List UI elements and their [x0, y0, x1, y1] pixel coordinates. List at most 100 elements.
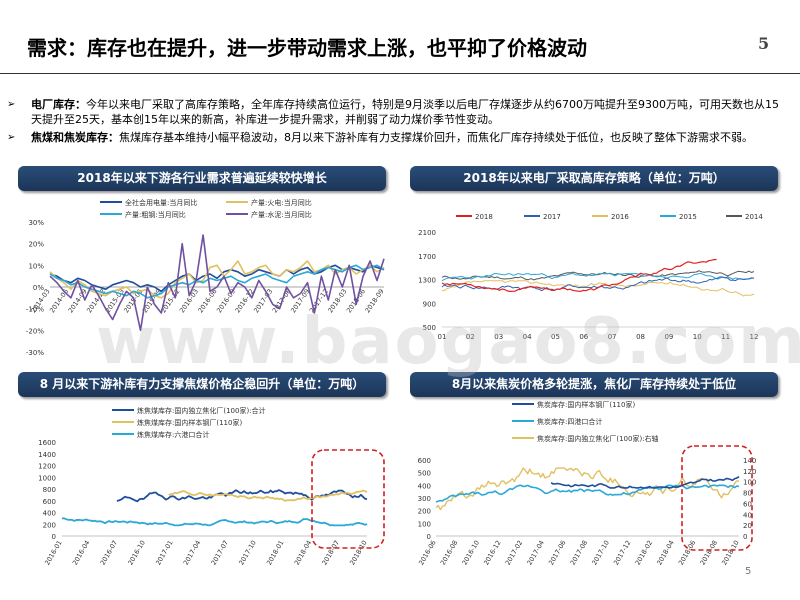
- x-tick-label: 2016-07: [99, 539, 120, 567]
- x-tick-label: 09: [664, 333, 673, 341]
- series-line-2018: [441, 258, 717, 293]
- y-tick-label: 200: [43, 521, 56, 529]
- x-tick-label: 2016-10: [461, 539, 482, 567]
- y-tick-label: 800: [43, 486, 56, 494]
- series-line-ports: [61, 517, 368, 527]
- chart-downstream-demand: 30%20%10%0%-10%-20%-30%2014-032014-06201…: [26, 198, 386, 357]
- x-tick-label: 2017-02: [504, 539, 525, 567]
- y-right-tick-label: 120: [743, 468, 756, 476]
- legend-item-4: 产量:水泥:当月同比: [251, 210, 312, 219]
- x-tick-label: 08: [636, 333, 645, 341]
- x-tick-label: 03: [494, 333, 503, 341]
- series-line-2014: [441, 270, 755, 281]
- y-tick-label: 1000: [38, 474, 56, 482]
- y-tick-label: 1300: [418, 277, 436, 285]
- series-line-4: [49, 234, 385, 332]
- x-tick-label: 2018-02: [634, 539, 655, 567]
- x-tick-label: 2016-01: [43, 539, 64, 567]
- y-tick-label: 200: [418, 508, 431, 516]
- x-tick-label: 2017-12: [612, 539, 633, 567]
- x-tick-label: 2016-08: [439, 539, 460, 567]
- y-right-tick-label: 100: [743, 479, 756, 487]
- legend-item-5: 2014: [745, 213, 763, 221]
- arrow-bullet-icon: ➢: [7, 132, 16, 143]
- legend-item-1: 全社会用电量:当月同比: [125, 198, 197, 207]
- x-tick-label: 2018-10: [720, 539, 741, 567]
- series-line-coking-plants-right-axis: [435, 467, 740, 511]
- legend-item-4: 2015: [679, 213, 697, 221]
- y-tick-label: -10%: [26, 306, 44, 314]
- x-tick-label: 2017-06: [547, 539, 568, 567]
- arrow-bullet-icon: ➢: [7, 99, 16, 110]
- y-right-tick-label: 0: [743, 533, 747, 541]
- x-tick-label: 2016-10: [126, 539, 147, 567]
- x-tick-label: 2017-07: [210, 539, 231, 567]
- x-tick-label: 2017-01: [154, 539, 175, 567]
- title-divider: [0, 73, 800, 74]
- panel-title-3: 8 月以来下游补库有力支撑焦煤价格企稳回升（单位：万吨）: [18, 372, 386, 397]
- legend-item-2: 产量:火电:当月同比: [251, 198, 312, 207]
- series-line-steel-mills: [168, 489, 368, 502]
- highlight-box: [681, 445, 753, 551]
- legend-item-1: 焦炭库存:国内样本钢厂(110家): [537, 400, 635, 409]
- x-tick-label: 2016-04: [71, 539, 92, 567]
- series-line-coking-plants: [116, 489, 368, 503]
- y-tick-label: 500: [418, 470, 431, 478]
- series-line-2: [49, 260, 385, 299]
- panel-title-4: 8月以来焦炭价格多轮提涨，焦化厂库存持续处于低位: [410, 372, 778, 397]
- bullet-heading: 电厂库存：: [31, 98, 86, 111]
- legend-item-2: 焦炭库存:四港口合计: [537, 417, 602, 426]
- x-tick-label: 2016-12: [482, 539, 503, 567]
- x-tick-label: 04: [523, 333, 532, 341]
- y-tick-label: 0: [52, 533, 56, 541]
- y-right-tick-label: 40: [743, 511, 752, 519]
- bullet-text: 今年以来电厂采取了高库存策略，全年库存持续高位运行，特别是9月淡季以后电厂存煤逐…: [31, 98, 779, 126]
- y-tick-label: 1700: [418, 253, 436, 261]
- y-tick-label: 900: [423, 300, 436, 308]
- bullet-heading: 焦煤和焦炭库存：: [31, 131, 119, 144]
- legend-item-3: 2016: [611, 213, 629, 221]
- x-tick-label: 2018-04: [655, 539, 676, 567]
- x-tick-label: 12: [750, 333, 759, 341]
- series-line-3: [49, 264, 385, 299]
- panel-title-2: 2018年以来电厂采取高库存策略（单位：万吨）: [410, 166, 778, 191]
- x-tick-label: 11: [721, 333, 730, 341]
- legend-item-3: 炼焦煤库存:六港口合计: [137, 430, 209, 439]
- highlight-box: [311, 449, 385, 549]
- y-right-tick-label: 140: [743, 457, 756, 465]
- bullet-text: 焦煤库存基本维持小幅平稳波动，8月以来下游补库有力支撑煤价回升，而焦化厂库存持续…: [119, 131, 753, 144]
- x-tick-label: 2018-08: [699, 539, 720, 567]
- legend-item-2: 炼焦煤库存:国内样本钢厂(110家): [137, 418, 242, 427]
- page-title: 需求：库存也在提升，进一步带动需求上涨，也平抑了价格波动: [27, 36, 587, 60]
- series-line-steel-mills: [550, 476, 740, 489]
- y-tick-label: 20%: [28, 241, 44, 249]
- y-tick-label: 2100: [418, 229, 436, 237]
- x-tick-label: 2017-10: [590, 539, 611, 567]
- y-tick-label: 1600: [38, 439, 56, 447]
- y-right-tick-label: 20: [743, 522, 752, 530]
- y-tick-label: 1400: [38, 451, 56, 459]
- bottom-page-number: 5: [745, 566, 752, 577]
- y-tick-label: 600: [43, 498, 56, 506]
- y-tick-label: 400: [43, 510, 56, 518]
- y-tick-label: 100: [418, 520, 431, 528]
- x-tick-label: 2018-10: [348, 539, 369, 567]
- panel-title-1: 2018年以来下游各行业需求普遍延续较快增长: [18, 166, 386, 191]
- y-tick-label: 300: [418, 495, 431, 503]
- page-number: 5: [758, 34, 770, 53]
- y-tick-label: 30%: [28, 219, 44, 227]
- y-tick-label: -30%: [26, 349, 44, 357]
- series-line-four-ports: [435, 484, 740, 503]
- x-tick-label: 2017-04: [182, 539, 203, 567]
- x-tick-label: 2017-04: [525, 539, 546, 567]
- series-line-2015: [441, 273, 755, 282]
- x-tick-label: 10: [693, 333, 702, 341]
- y-tick-label: 0: [427, 533, 431, 541]
- y-tick-label: 0%: [33, 284, 44, 292]
- y-tick-label: 10%: [28, 262, 44, 270]
- x-tick-label: 02: [466, 333, 475, 341]
- x-tick-label: 2018-04: [293, 539, 314, 567]
- legend-item-2: 2017: [543, 213, 561, 221]
- x-tick-label: 2017-08: [569, 539, 590, 567]
